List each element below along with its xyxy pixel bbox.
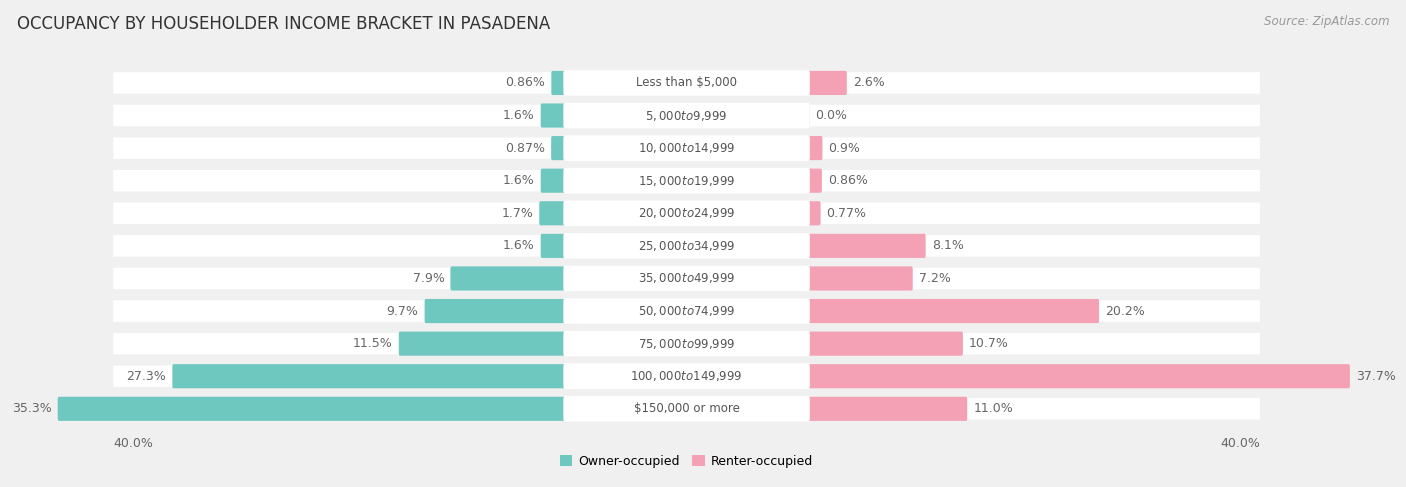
FancyBboxPatch shape	[173, 364, 567, 388]
FancyBboxPatch shape	[450, 266, 567, 291]
FancyBboxPatch shape	[807, 71, 846, 95]
FancyBboxPatch shape	[114, 170, 1260, 191]
FancyBboxPatch shape	[540, 201, 567, 225]
Text: 0.0%: 0.0%	[815, 109, 848, 122]
FancyBboxPatch shape	[114, 268, 1260, 289]
FancyBboxPatch shape	[564, 363, 810, 389]
FancyBboxPatch shape	[564, 168, 810, 193]
Text: Source: ZipAtlas.com: Source: ZipAtlas.com	[1264, 15, 1389, 28]
Text: 10.7%: 10.7%	[969, 337, 1010, 350]
Text: $15,000 to $19,999: $15,000 to $19,999	[638, 174, 735, 187]
FancyBboxPatch shape	[58, 397, 567, 421]
FancyBboxPatch shape	[114, 203, 1260, 224]
FancyBboxPatch shape	[807, 299, 1099, 323]
FancyBboxPatch shape	[564, 135, 810, 161]
Text: Less than $5,000: Less than $5,000	[636, 76, 737, 90]
FancyBboxPatch shape	[425, 299, 567, 323]
FancyBboxPatch shape	[399, 332, 567, 356]
FancyBboxPatch shape	[551, 71, 567, 95]
Text: $35,000 to $49,999: $35,000 to $49,999	[638, 271, 735, 285]
FancyBboxPatch shape	[541, 169, 567, 193]
Text: 0.9%: 0.9%	[828, 142, 860, 154]
FancyBboxPatch shape	[807, 364, 1350, 388]
Text: 7.9%: 7.9%	[412, 272, 444, 285]
Legend: Owner-occupied, Renter-occupied: Owner-occupied, Renter-occupied	[555, 450, 818, 473]
FancyBboxPatch shape	[114, 365, 1260, 387]
FancyBboxPatch shape	[564, 201, 810, 226]
Text: $5,000 to $9,999: $5,000 to $9,999	[645, 109, 728, 123]
FancyBboxPatch shape	[114, 398, 1260, 420]
FancyBboxPatch shape	[114, 137, 1260, 159]
Text: $50,000 to $74,999: $50,000 to $74,999	[638, 304, 735, 318]
FancyBboxPatch shape	[807, 136, 823, 160]
Text: 1.6%: 1.6%	[503, 240, 534, 252]
Text: 37.7%: 37.7%	[1355, 370, 1396, 383]
FancyBboxPatch shape	[807, 266, 912, 291]
Text: $100,000 to $149,999: $100,000 to $149,999	[630, 369, 742, 383]
Text: 7.2%: 7.2%	[918, 272, 950, 285]
Text: 0.87%: 0.87%	[505, 142, 546, 154]
FancyBboxPatch shape	[541, 103, 567, 128]
FancyBboxPatch shape	[564, 70, 810, 95]
Text: 9.7%: 9.7%	[387, 304, 419, 318]
Text: 2.6%: 2.6%	[853, 76, 884, 90]
Text: OCCUPANCY BY HOUSEHOLDER INCOME BRACKET IN PASADENA: OCCUPANCY BY HOUSEHOLDER INCOME BRACKET …	[17, 15, 550, 33]
FancyBboxPatch shape	[564, 233, 810, 259]
FancyBboxPatch shape	[807, 169, 823, 193]
Text: 0.86%: 0.86%	[505, 76, 546, 90]
Text: $150,000 or more: $150,000 or more	[634, 402, 740, 415]
FancyBboxPatch shape	[807, 397, 967, 421]
Text: 0.77%: 0.77%	[827, 207, 866, 220]
FancyBboxPatch shape	[564, 266, 810, 291]
FancyBboxPatch shape	[114, 300, 1260, 322]
Text: $25,000 to $34,999: $25,000 to $34,999	[638, 239, 735, 253]
FancyBboxPatch shape	[564, 331, 810, 356]
FancyBboxPatch shape	[564, 396, 810, 422]
FancyBboxPatch shape	[114, 72, 1260, 94]
FancyBboxPatch shape	[114, 105, 1260, 126]
FancyBboxPatch shape	[807, 103, 810, 128]
FancyBboxPatch shape	[541, 234, 567, 258]
Text: 27.3%: 27.3%	[127, 370, 166, 383]
Text: 0.86%: 0.86%	[828, 174, 868, 187]
Text: $75,000 to $99,999: $75,000 to $99,999	[638, 337, 735, 351]
Text: 11.5%: 11.5%	[353, 337, 392, 350]
Text: 1.7%: 1.7%	[502, 207, 533, 220]
FancyBboxPatch shape	[807, 234, 925, 258]
Text: 11.0%: 11.0%	[973, 402, 1012, 415]
FancyBboxPatch shape	[551, 136, 567, 160]
Text: $20,000 to $24,999: $20,000 to $24,999	[638, 206, 735, 220]
FancyBboxPatch shape	[807, 201, 821, 225]
Text: 20.2%: 20.2%	[1105, 304, 1144, 318]
Text: 8.1%: 8.1%	[932, 240, 963, 252]
Text: $10,000 to $14,999: $10,000 to $14,999	[638, 141, 735, 155]
FancyBboxPatch shape	[564, 103, 810, 128]
Text: 35.3%: 35.3%	[11, 402, 52, 415]
FancyBboxPatch shape	[807, 332, 963, 356]
FancyBboxPatch shape	[564, 299, 810, 324]
Text: 1.6%: 1.6%	[503, 109, 534, 122]
FancyBboxPatch shape	[114, 333, 1260, 355]
Text: 1.6%: 1.6%	[503, 174, 534, 187]
Text: 40.0%: 40.0%	[1220, 437, 1260, 450]
FancyBboxPatch shape	[114, 235, 1260, 257]
Text: 40.0%: 40.0%	[114, 437, 153, 450]
